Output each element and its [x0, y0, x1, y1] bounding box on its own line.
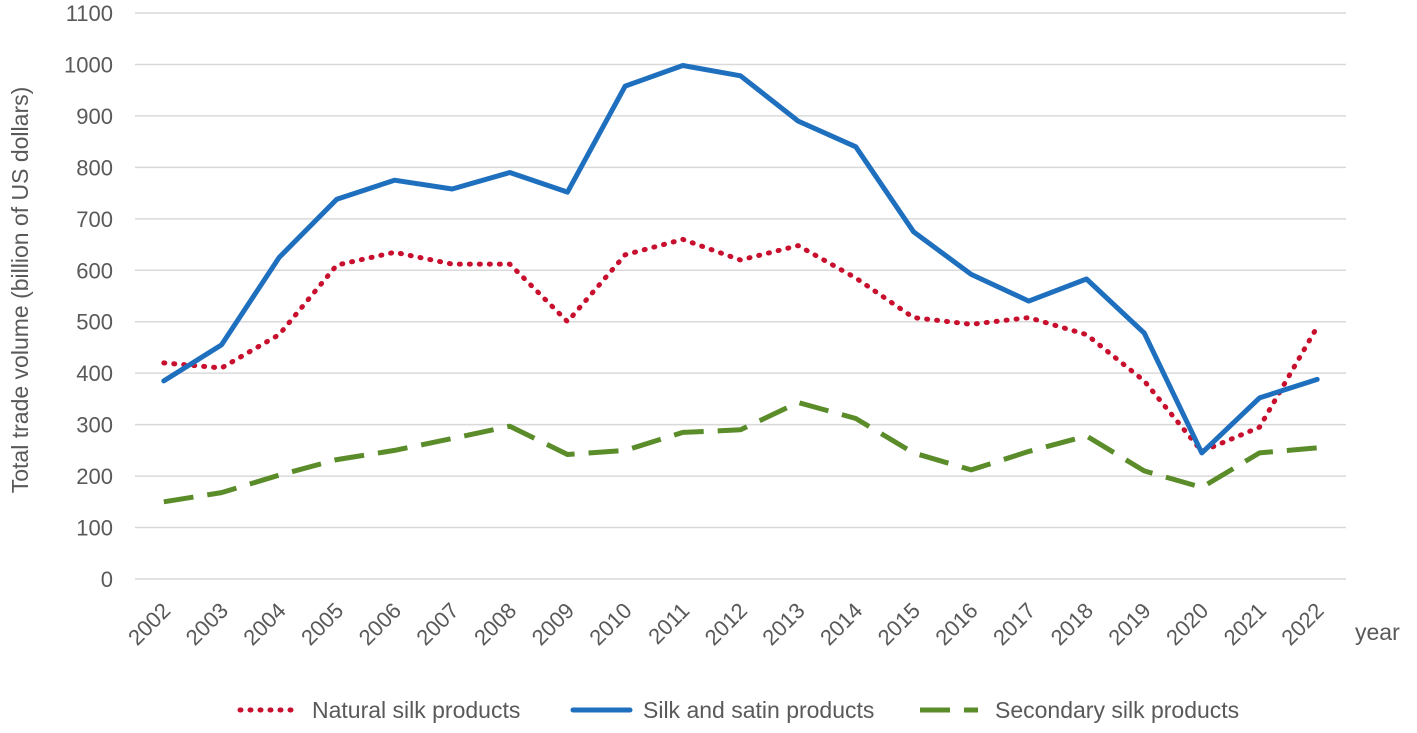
- y-tick-label: 500: [76, 310, 113, 335]
- x-tick-label: 2014: [815, 598, 867, 650]
- y-tick-label: 1000: [64, 52, 113, 77]
- y-tick-label: 0: [101, 567, 113, 592]
- x-tick-label: 2015: [873, 598, 925, 650]
- x-axis-ticks: 2002 2003 2004 2005 2006 2007 2008 2009 2010 2011…: [123, 598, 1329, 650]
- x-tick-label: 2022: [1276, 598, 1328, 650]
- legend-label: Silk and satin products: [643, 697, 874, 723]
- x-tick-label: 2009: [527, 598, 579, 650]
- y-tick-label: 100: [76, 516, 113, 541]
- y-tick-label: 900: [76, 104, 113, 129]
- x-tick-label: 2005: [296, 598, 348, 650]
- y-axis-ticks: 0 100 200 300 400 500 600 700 800 900 1000 1100: [64, 1, 113, 592]
- x-tick-label: 2017: [988, 598, 1040, 650]
- y-tick-label: 1100: [66, 1, 113, 26]
- series-line-secondary-silk-products: [163, 400, 1318, 505]
- gridlines: [135, 12, 1346, 580]
- x-tick-label: 2007: [411, 598, 463, 650]
- series-lines: [161, 63, 1320, 505]
- legend: Natural silk products Silk and satin prod…: [237, 697, 1239, 723]
- x-tick-label: 2010: [584, 598, 636, 650]
- x-tick-label: 2003: [181, 598, 233, 650]
- y-tick-label: 300: [76, 413, 113, 438]
- x-axis-title: year: [1355, 619, 1400, 645]
- x-tick-label: 2013: [757, 598, 809, 650]
- legend-label: Natural silk products: [312, 697, 520, 723]
- x-tick-label: 2012: [700, 598, 752, 650]
- x-tick-label: 2011: [643, 598, 694, 649]
- x-tick-label: 2008: [469, 598, 521, 650]
- x-tick-label: 2019: [1103, 598, 1155, 650]
- series-line-natural-silk-products: [161, 236, 1320, 454]
- y-tick-label: 600: [76, 258, 113, 283]
- legend-label: Secondary silk products: [995, 697, 1239, 723]
- y-tick-label: 800: [76, 155, 113, 180]
- x-tick-label: 2004: [238, 598, 290, 650]
- x-tick-label: 2016: [930, 598, 982, 650]
- x-tick-label: 2006: [354, 598, 406, 650]
- series-line-silk-and-satin-products: [161, 63, 1320, 456]
- y-tick-label: 700: [76, 207, 113, 232]
- x-tick-label: 2021: [1219, 598, 1271, 650]
- y-tick-label: 200: [76, 464, 113, 489]
- x-tick-label: 2020: [1161, 598, 1213, 650]
- x-tick-label: 2018: [1046, 598, 1098, 650]
- x-tick-label: 2002: [123, 598, 175, 650]
- y-tick-label: 400: [76, 361, 113, 386]
- y-axis-title: Total trade volume (billion of US dollar…: [7, 87, 33, 494]
